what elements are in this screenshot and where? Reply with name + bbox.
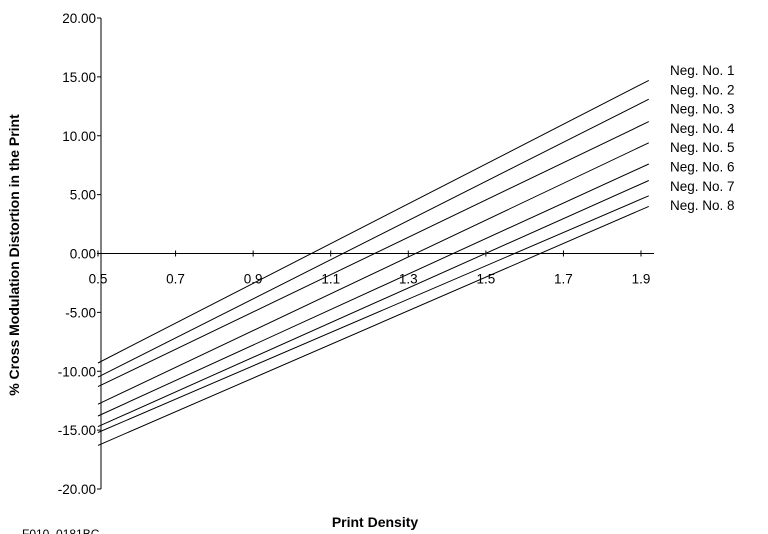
y-tick-label: 15.00 <box>62 70 96 85</box>
x-tick-label: 1.3 <box>399 272 418 287</box>
legend-item-5: Neg. No. 5 <box>670 140 735 155</box>
x-tick-label: 1.7 <box>554 272 573 287</box>
legend-item-1: Neg. No. 1 <box>670 63 735 78</box>
series-line-8 <box>97 205 649 446</box>
series-line-6 <box>97 180 650 428</box>
y-axis: 20.00 15.00 10.00 5.00 0.00 -5.00 -10.00 -15.00… <box>58 11 102 497</box>
legend-item-3: Neg. No. 3 <box>670 102 735 117</box>
y-tick-label: 5.00 <box>70 188 96 203</box>
legend-item-4: Neg. No. 4 <box>670 121 735 136</box>
y-tick-label: 10.00 <box>62 129 96 144</box>
y-tick-label: -10.00 <box>58 364 96 379</box>
series-line-3 <box>97 121 650 388</box>
y-tick-label: -20.00 <box>58 482 96 497</box>
legend-item-7: Neg. No. 7 <box>670 179 735 194</box>
series-line-5 <box>97 163 650 417</box>
x-tick-label: 1.1 <box>321 272 340 287</box>
series-line-4 <box>97 142 650 405</box>
x-tick-label: 0.7 <box>166 272 185 287</box>
x-axis-title: Print Density <box>332 514 419 530</box>
x-axis: 0.5 0.7 0.9 1.1 1.3 1.5 1.7 1.9 <box>89 250 654 287</box>
x-tick-label: 0.9 <box>244 272 263 287</box>
y-tick-label: 20.00 <box>62 11 96 26</box>
series-lines <box>97 79 650 446</box>
x-tick-label: 0.5 <box>89 272 108 287</box>
series-line-7 <box>97 195 649 433</box>
legend-item-2: Neg. No. 2 <box>670 82 735 97</box>
figure-id: F010_0181BC <box>22 527 100 534</box>
y-tick-label: 0.00 <box>70 247 96 262</box>
y-axis-title: % Cross Modulation Distortion in the Pri… <box>6 114 22 396</box>
series-line-2 <box>97 98 650 378</box>
legend: Neg. No. 1 Neg. No. 2 Neg. No. 3 Neg. No. 4… <box>670 63 735 213</box>
y-tick-label: -15.00 <box>58 423 96 438</box>
series-line-1 <box>97 79 650 364</box>
x-tick-label: 1.9 <box>632 272 651 287</box>
legend-item-8: Neg. No. 8 <box>670 198 735 213</box>
legend-item-6: Neg. No. 6 <box>670 160 735 175</box>
y-tick-label: -5.00 <box>65 305 96 320</box>
